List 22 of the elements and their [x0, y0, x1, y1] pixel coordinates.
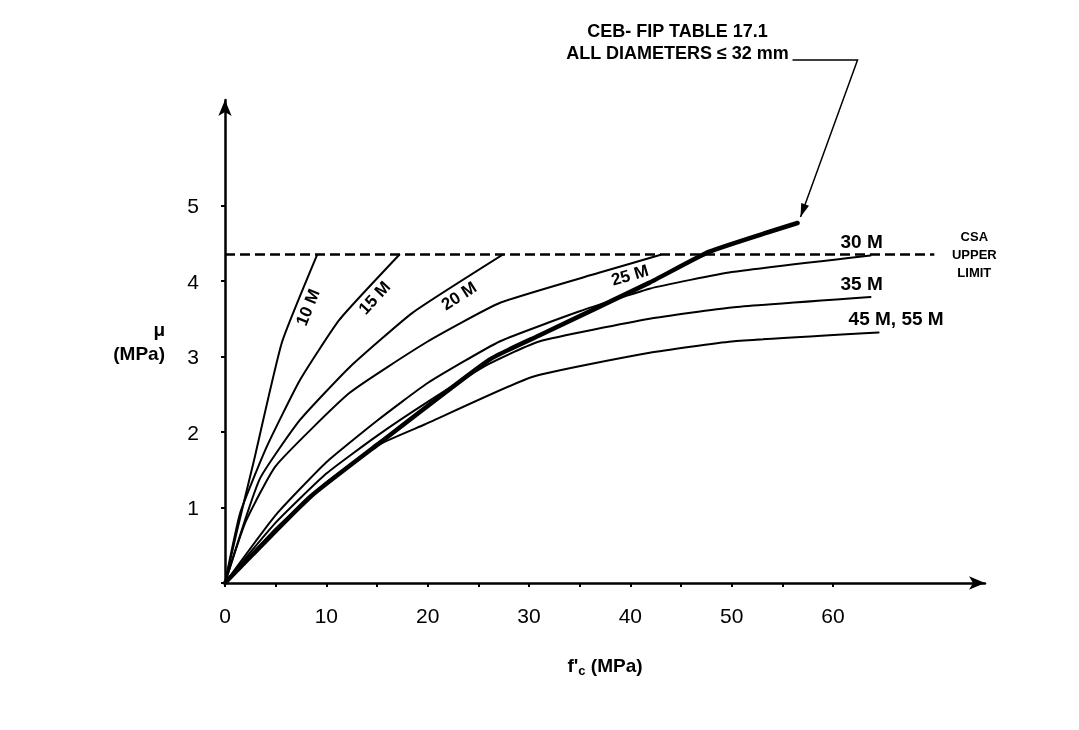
ref-line-label: CSA UPPER LIMIT [951, 229, 998, 281]
text: 25 M [609, 260, 651, 290]
annotation: CEB- FIP TABLE 17.1 ALL DIAMETERS ≤ 32 mm [566, 21, 789, 63]
x-tick-label: 0 [219, 604, 231, 627]
x-tick-label: 30 [517, 604, 541, 627]
y-tick-label: 1 [187, 496, 199, 520]
series-label: 30 M [840, 231, 883, 253]
x-tick-label: 20 [415, 604, 440, 627]
y-tick-label: 2 [187, 420, 199, 444]
y-tick-label: 5 [187, 194, 199, 218]
text: 15 M [354, 277, 395, 319]
series-label: 45 M, 55 M [848, 308, 944, 330]
text: 20 M [437, 277, 481, 315]
x-tick-label: 10 [314, 604, 339, 627]
x-tick-label: 50 [719, 604, 744, 627]
text: 10 M [292, 286, 324, 329]
x-tick-label: 40 [618, 604, 643, 627]
x-tick-label: 60 [821, 604, 845, 627]
series-label: 35 M [840, 272, 883, 294]
y-axis-title: μ (MPa) [113, 319, 165, 364]
y-tick-label: 3 [187, 345, 199, 369]
y-tick-label: 4 [187, 269, 200, 293]
